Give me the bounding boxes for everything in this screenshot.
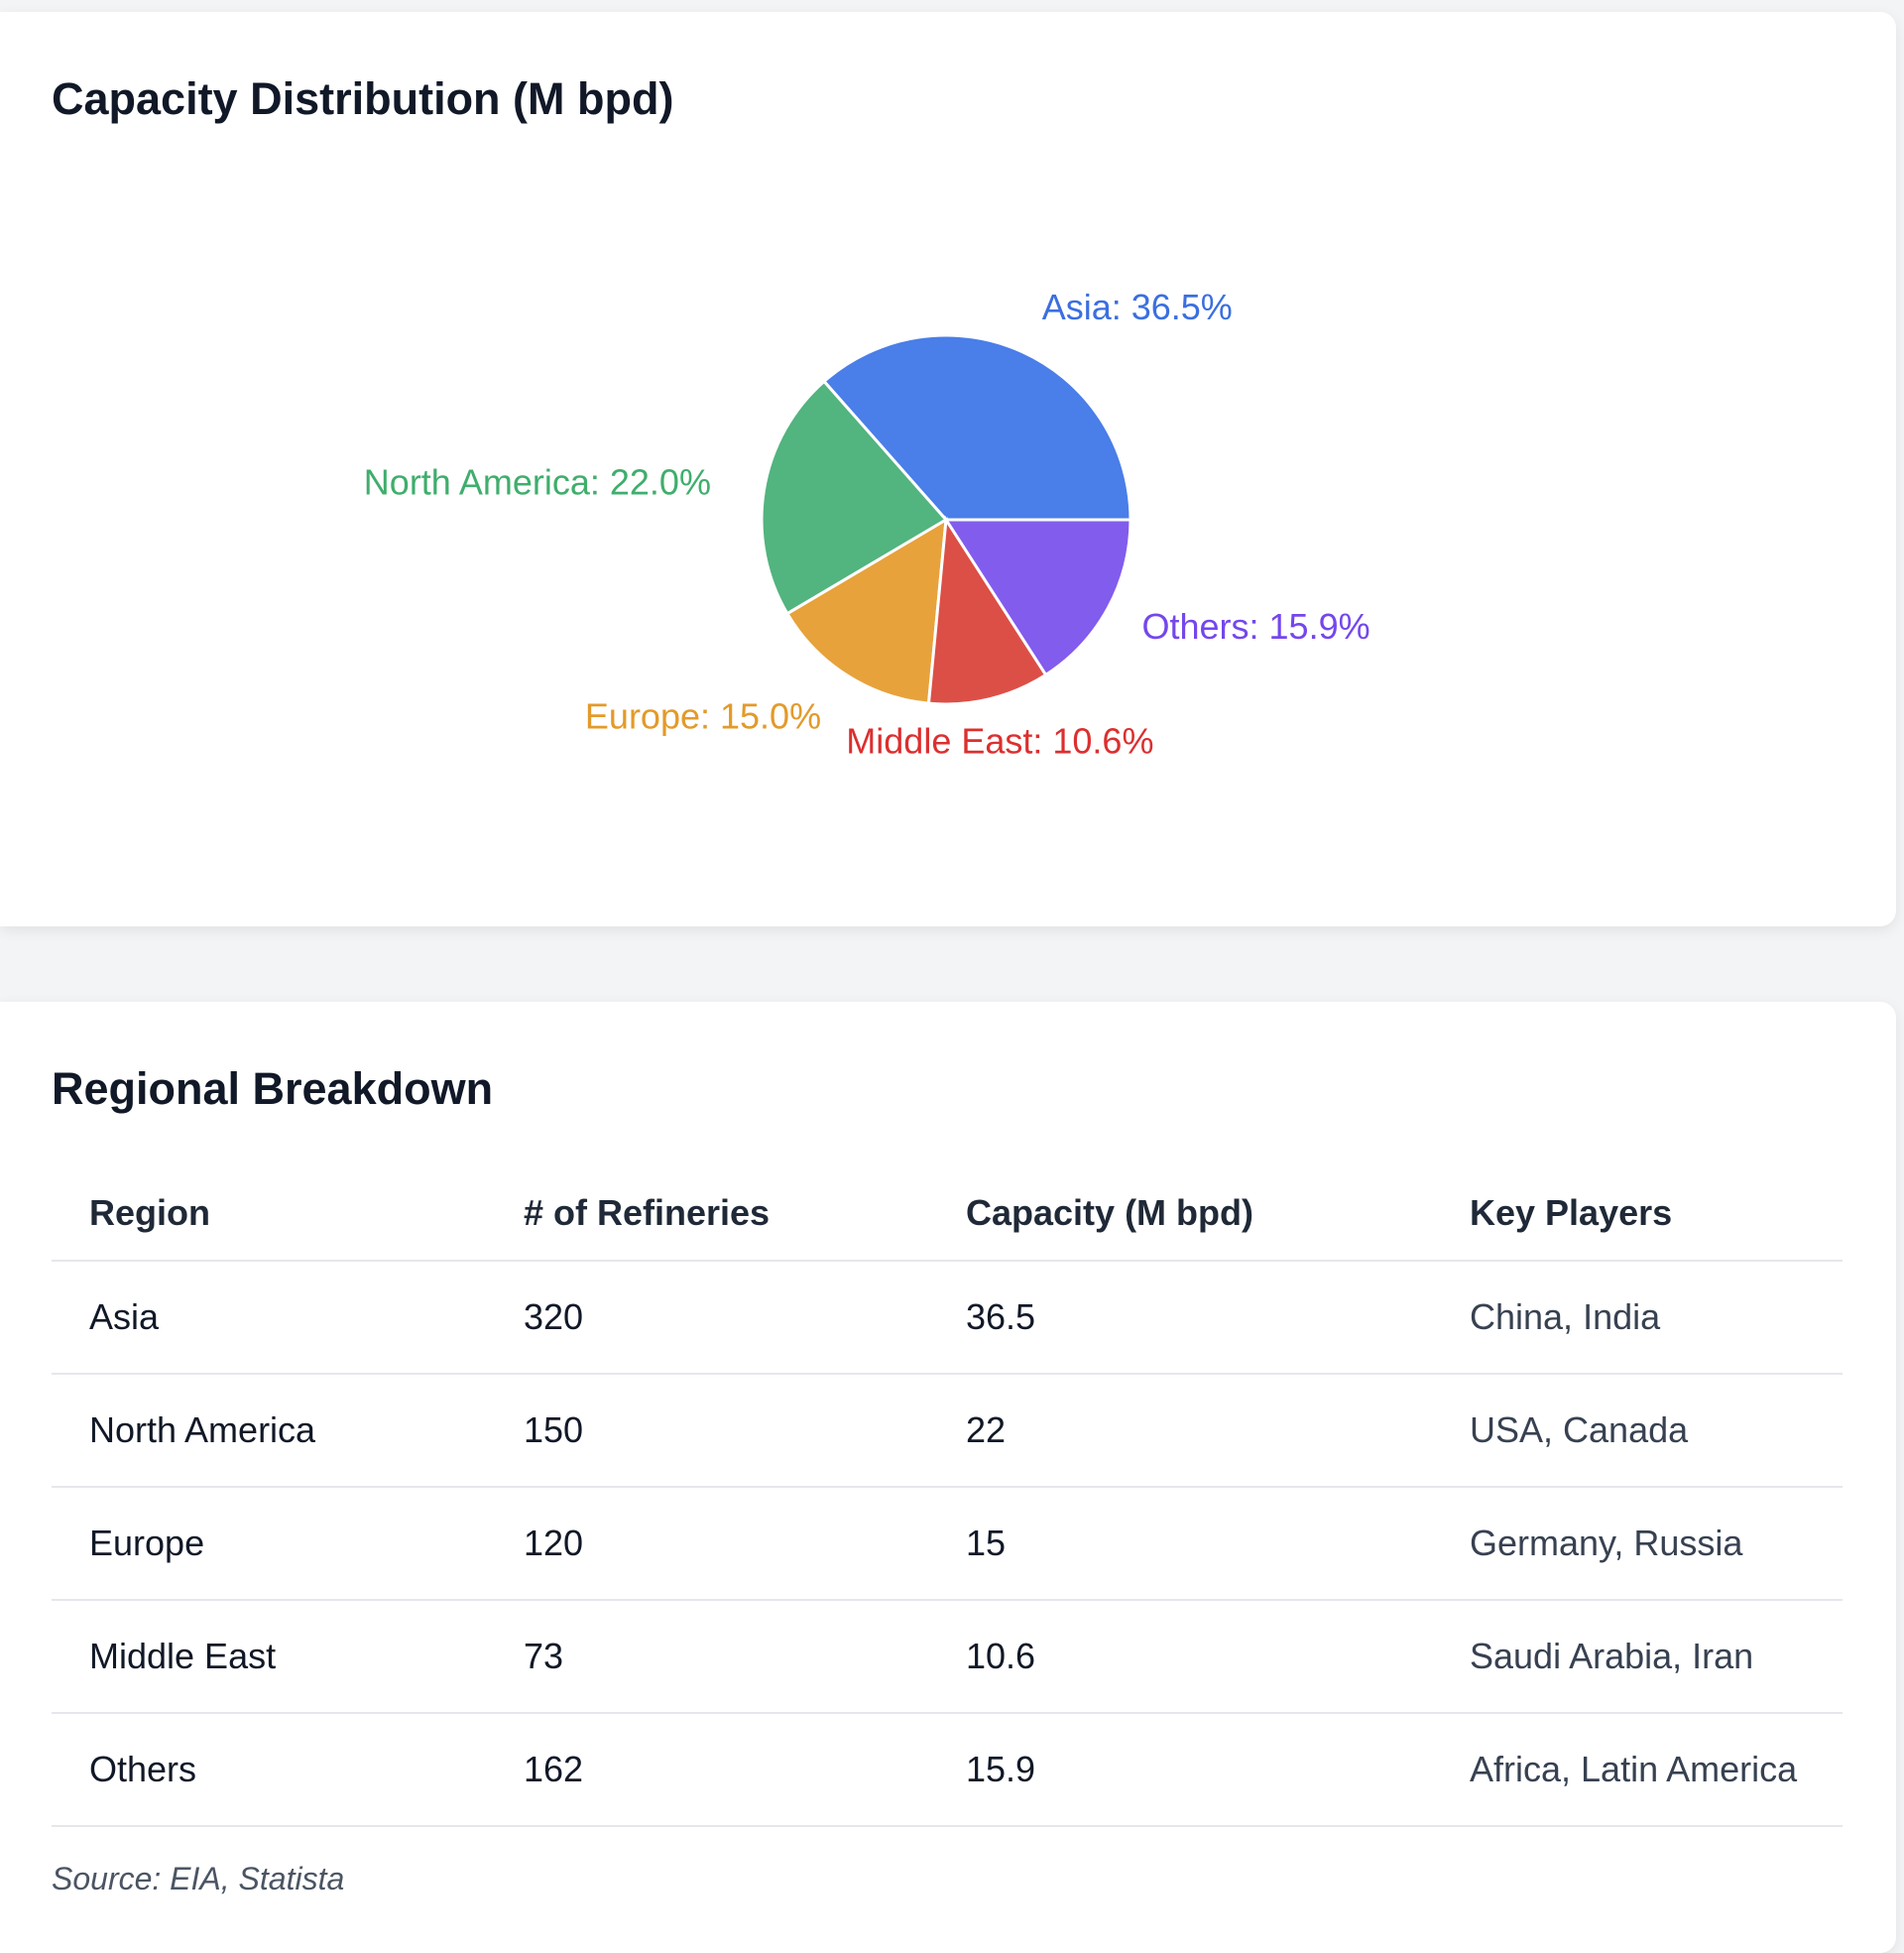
cell-key-players: Saudi Arabia, Iran	[1432, 1600, 1843, 1714]
table-card: Regional Breakdown Region # of Refinerie…	[0, 1002, 1896, 1953]
table-row: Middle East 73 10.6 Saudi Arabia, Iran	[52, 1600, 1843, 1714]
pie-slice-others	[943, 518, 1132, 677]
pie-label-europe: Europe: 15.0%	[585, 695, 821, 736]
cell-refineries: 73	[486, 1600, 928, 1714]
cell-key-players: Germany, Russia	[1432, 1487, 1843, 1601]
cell-capacity: 10.6	[928, 1600, 1432, 1714]
table-header-row: Region # of Refineries Capacity (M bpd) …	[52, 1165, 1843, 1262]
cell-capacity: 36.5	[928, 1261, 1432, 1375]
cell-key-players: China, India	[1432, 1261, 1843, 1375]
header-refineries: # of Refineries	[486, 1165, 928, 1262]
pie-label-north-america: North America: 22.0%	[364, 461, 711, 502]
table-row: Europe 120 15 Germany, Russia	[52, 1487, 1843, 1601]
header-region: Region	[52, 1165, 486, 1262]
cell-capacity: 15	[928, 1487, 1432, 1601]
cell-region: North America	[52, 1374, 486, 1488]
pie-slice-asia	[821, 333, 1132, 522]
cell-capacity: 22	[928, 1374, 1432, 1488]
cell-region: Europe	[52, 1487, 486, 1601]
cell-key-players: USA, Canada	[1432, 1374, 1843, 1488]
header-key-players: Key Players	[1432, 1165, 1843, 1262]
pie-chart: Asia: 36.5% North America: 22.0% Europe: 1…	[364, 287, 1370, 762]
cell-refineries: 150	[486, 1374, 928, 1488]
table-row: North America 150 22 USA, Canada	[52, 1374, 1843, 1488]
pie-label-middle-east: Middle East: 10.6%	[846, 720, 1153, 761]
cell-refineries: 162	[486, 1713, 928, 1827]
table-row: Asia 320 36.5 China, India	[52, 1261, 1843, 1375]
chart-card: Capacity Distribution (M bpd) Asia: 36.5…	[0, 12, 1896, 926]
pie-slice-middle-east	[926, 515, 1048, 706]
regional-breakdown-table: Region # of Refineries Capacity (M bpd) …	[52, 1165, 1843, 1827]
chart-title: Capacity Distribution (M bpd)	[52, 73, 674, 124]
cell-key-players: Africa, Latin America	[1432, 1713, 1843, 1827]
cell-region: Others	[52, 1713, 486, 1827]
cell-region: Middle East	[52, 1600, 486, 1714]
cell-refineries: 320	[486, 1261, 928, 1375]
table-row: Others 162 15.9 Africa, Latin America	[52, 1713, 1843, 1827]
pie-label-others: Others: 15.9%	[1142, 606, 1370, 647]
cell-refineries: 120	[486, 1487, 928, 1601]
pie-slice-europe	[784, 517, 948, 705]
table-title: Regional Breakdown	[52, 1063, 494, 1114]
cell-region: Asia	[52, 1261, 486, 1375]
header-capacity: Capacity (M bpd)	[928, 1165, 1432, 1262]
cell-capacity: 15.9	[928, 1713, 1432, 1827]
pie-label-asia: Asia: 36.5%	[1042, 287, 1233, 327]
pie-slice-north-america	[760, 379, 949, 616]
source-note: Source: EIA, Statista	[52, 1861, 345, 1896]
